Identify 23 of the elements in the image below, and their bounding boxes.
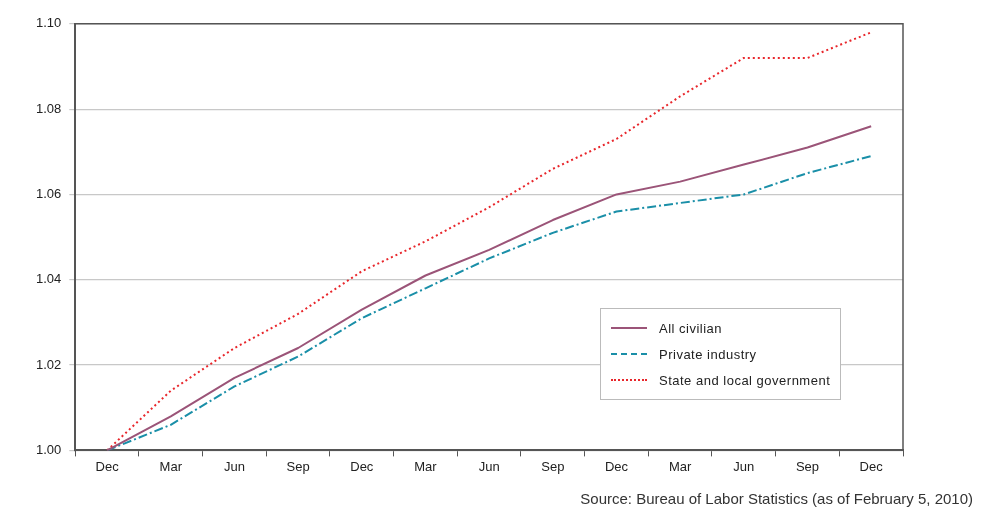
x-tick-label: Dec [604, 458, 629, 474]
y-tick-label: 1.06 [35, 186, 62, 202]
x-tick-label: Jun [733, 458, 755, 474]
x-tick-label: Sep [286, 458, 310, 474]
x-tick-label: Mar [668, 458, 693, 474]
legend-label: Private industry [659, 346, 757, 362]
y-tick-label: 1.04 [35, 271, 62, 287]
y-tick-label: 1.08 [35, 100, 62, 116]
x-tick-label: Dec [95, 458, 120, 474]
x-tick-label: Dec [350, 458, 374, 474]
x-tick-label: Dec [859, 458, 884, 474]
x-tick-label: Mar [414, 458, 438, 474]
x-tick-label: Jun [223, 458, 245, 474]
legend-label: All civilian [659, 320, 723, 336]
y-tick-label: 1.10 [35, 15, 62, 31]
source-note: Source: Bureau of Labor Statistics (as of February 5, 2010) [579, 490, 974, 507]
x-tick-label: Jun [478, 458, 500, 474]
legend-label: State and local government [659, 372, 831, 388]
x-tick-label: Sep [795, 458, 820, 474]
y-tick-label: 1.02 [35, 356, 62, 372]
y-tick-label: 1.00 [35, 441, 62, 457]
x-tick-label: Mar [159, 458, 183, 474]
x-tick-label: Sep [541, 458, 565, 474]
